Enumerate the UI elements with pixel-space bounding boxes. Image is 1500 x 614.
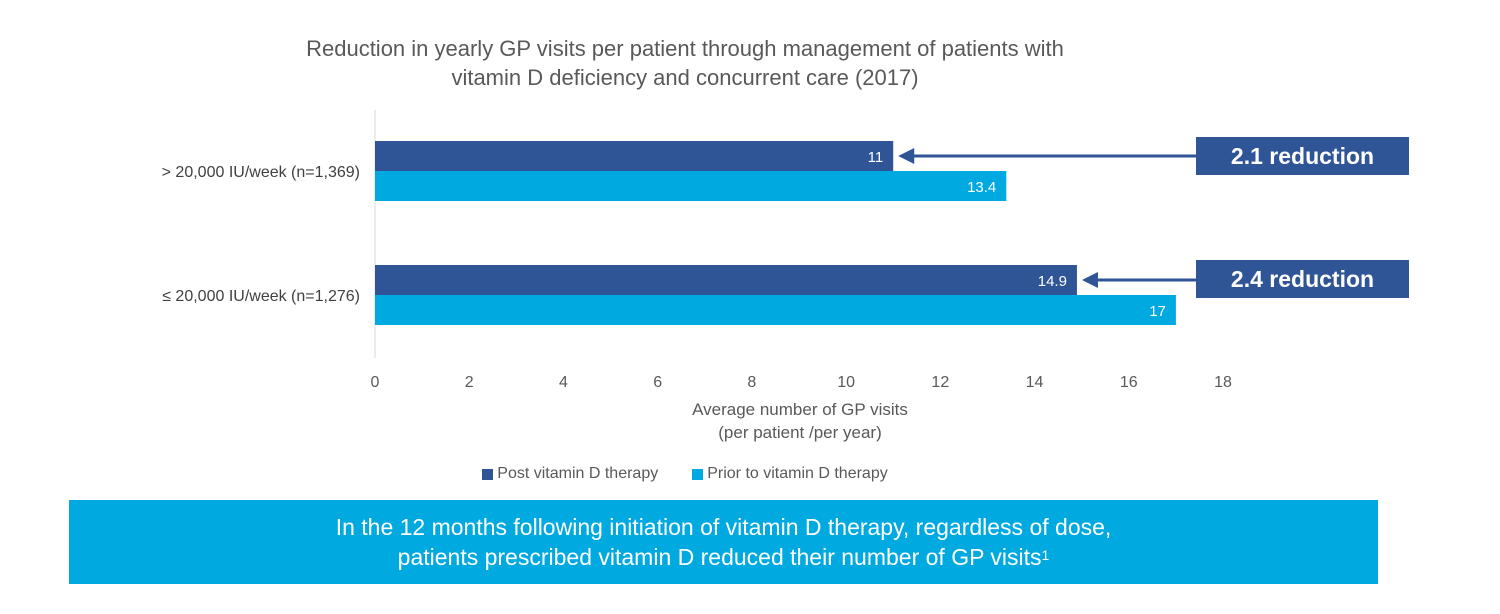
bar-data-label: 14.9 xyxy=(1038,273,1067,290)
category-label: > 20,000 IU/week (n=1,369) xyxy=(162,164,360,181)
reduction-callout-1: 2.1 reduction xyxy=(1196,137,1409,175)
category-label: ≤ 20,000 IU/week (n=1,276) xyxy=(162,288,360,305)
legend-swatch-prior xyxy=(692,468,704,480)
x-tick-label: 18 xyxy=(1214,374,1232,391)
x-tick-label: 4 xyxy=(559,374,568,391)
bar xyxy=(375,171,1007,201)
banner-line-2-text: patients prescribed vitamin D reduced th… xyxy=(397,544,1042,570)
x-tick-label: 14 xyxy=(1026,374,1044,391)
x-tick-label: 12 xyxy=(931,374,949,391)
bar xyxy=(375,295,1176,325)
bar-chart: 0 2 4 6 8 10 12 14 16 18 > 20,000 IU/week (n=1,369… xyxy=(162,110,1232,391)
bar-data-label: 11 xyxy=(868,149,884,166)
legend-swatch-post xyxy=(482,468,494,480)
bar-data-label: 13.4 xyxy=(967,179,996,196)
legend-label-post: Post vitamin D therapy xyxy=(497,465,659,482)
reduction-callout-2: 2.4 reduction xyxy=(1196,260,1409,298)
banner-line-1: In the 12 months following initiation of… xyxy=(335,514,1112,540)
x-axis-label: Average number of GP visits (per patient… xyxy=(600,398,1000,444)
chart-title-line-2: vitamin D deficiency and concurrent care… xyxy=(451,65,919,90)
legend-label-prior: Prior to vitamin D therapy xyxy=(707,465,888,482)
footnote-marker: 1 xyxy=(1041,547,1050,563)
x-axis-label-line-1: Average number of GP visits xyxy=(692,400,908,419)
bar xyxy=(375,141,894,171)
summary-banner: In the 12 months following initiation of… xyxy=(69,500,1378,584)
x-tick-label: 16 xyxy=(1120,374,1138,391)
bar xyxy=(375,265,1077,295)
bar-data-label: 17 xyxy=(1149,303,1166,320)
x-axis-label-line-2: (per patient /per year) xyxy=(718,423,882,442)
legend-item-post: Post vitamin D therapy xyxy=(482,465,658,483)
x-tick-label: 10 xyxy=(837,374,855,391)
x-tick-label: 0 xyxy=(371,374,380,391)
chart-title: Reduction in yearly GP visits per patien… xyxy=(185,34,1185,92)
reduction-arrow-head xyxy=(898,148,915,164)
chart-title-line-1: Reduction in yearly GP visits per patien… xyxy=(306,36,1064,61)
banner-line-2: patients prescribed vitamin D reduced th… xyxy=(69,542,1378,572)
legend-item-prior: Prior to vitamin D therapy xyxy=(692,465,888,483)
x-tick-label: 8 xyxy=(747,374,756,391)
chart-legend: Post vitamin D therapy Prior to vitamin … xyxy=(0,465,1370,483)
x-tick-label: 2 xyxy=(465,374,474,391)
reduction-arrow-head xyxy=(1081,272,1098,288)
x-tick-label: 6 xyxy=(653,374,662,391)
